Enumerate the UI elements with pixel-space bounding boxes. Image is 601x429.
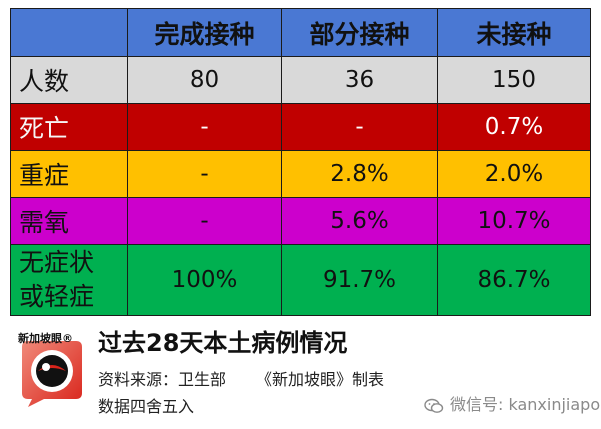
footer-title: 过去28天本土病例情况 [98, 329, 348, 357]
wechat-id-text: 微信号: kanxinjiapo [450, 395, 601, 414]
cell-count-unvaccinated: 150 [437, 56, 591, 104]
header-unvaccinated: 未接种 [437, 8, 591, 57]
cell-count-fully: 80 [127, 56, 282, 104]
cell-mild-unvaccinated: 86.7% [437, 244, 591, 316]
row-label-death: 死亡 [10, 103, 128, 151]
footer-note: 数据四舍五入 [98, 397, 195, 416]
cell-oxygen-fully: - [127, 197, 282, 245]
row-label-mild: 无症状 或轻症 [10, 244, 128, 316]
cell-count-partial: 36 [281, 56, 438, 104]
wechat-icon [424, 398, 444, 413]
cell-death-unvaccinated: 0.7% [437, 103, 591, 151]
cell-death-partial: - [281, 103, 438, 151]
cell-oxygen-unvaccinated: 10.7% [437, 197, 591, 245]
wechat-watermark: 微信号: kanxinjiapo [424, 391, 600, 415]
header-row: 完成接种 部分接种 未接种 [10, 8, 591, 57]
row-label-mild-line2: 或轻症 [19, 282, 95, 311]
row-label-severe: 重症 [10, 150, 128, 198]
cell-oxygen-partial: 5.6% [281, 197, 438, 245]
row-label-oxygen: 需氧 [10, 197, 128, 245]
eye-logo-icon [22, 341, 82, 407]
cell-death-fully: - [127, 103, 282, 151]
table-row-severe: 重症 - 2.8% 2.0% [10, 150, 591, 198]
header-fully-vaccinated: 完成接种 [127, 8, 282, 57]
cell-mild-fully: 100% [127, 244, 282, 316]
table-row-count: 人数 80 36 150 [10, 56, 591, 104]
cell-mild-partial: 91.7% [281, 244, 438, 316]
row-label-count: 人数 [10, 56, 128, 104]
table-row-death: 死亡 - - 0.7% [10, 103, 591, 151]
data-table-container: 完成接种 部分接种 未接种 人数 80 36 150 死亡 - - 0.7% 重… [10, 8, 591, 316]
vaccination-table: 完成接种 部分接种 未接种 人数 80 36 150 死亡 - - 0.7% 重… [10, 8, 591, 316]
cell-severe-unvaccinated: 2.0% [437, 150, 591, 198]
row-label-mild-line1: 无症状 [19, 248, 95, 277]
source-label: 资料来源： [98, 370, 179, 389]
header-corner-cell [10, 8, 128, 57]
header-partially-vaccinated: 部分接种 [281, 8, 438, 57]
footer-source-line: 资料来源：卫生部 《新加坡眼》制表 [98, 366, 384, 390]
cell-severe-fully: - [127, 150, 282, 198]
cell-severe-partial: 2.8% [281, 150, 438, 198]
table-row-mild: 无症状 或轻症 100% 91.7% 86.7% [10, 244, 591, 316]
logo-wordmark: 新加坡眼® [18, 332, 73, 345]
source-value: 卫生部 [178, 370, 227, 389]
table-row-oxygen: 需氧 - 5.6% 10.7% [10, 197, 591, 245]
maker-text: 《新加坡眼》制表 [256, 370, 385, 389]
